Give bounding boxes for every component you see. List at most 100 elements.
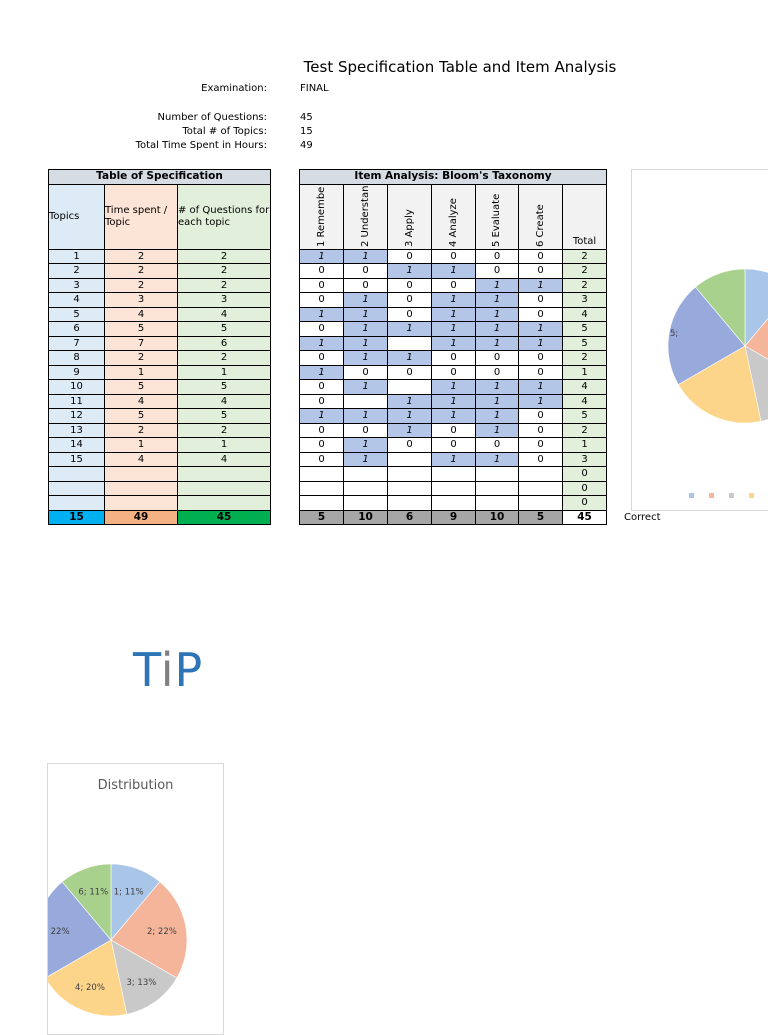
table-cell xyxy=(299,480,344,496)
table-cell: 0 xyxy=(299,437,344,453)
table-cell: 0 xyxy=(518,408,563,424)
table-cell xyxy=(475,495,519,511)
table-cell: 1 xyxy=(343,306,388,322)
table-cell: 1 xyxy=(387,321,432,337)
table-cell: 0 xyxy=(518,451,563,467)
table-cell: 5 xyxy=(562,321,607,337)
correct-label: Correct xyxy=(624,512,661,523)
bloom-level-label: 5 Evaluate xyxy=(491,193,502,247)
table-cell: 7 xyxy=(104,335,178,351)
table-cell xyxy=(176,480,272,496)
table-cell: 0 xyxy=(299,277,344,293)
table-row: 11 4 4 xyxy=(48,393,272,409)
bloom-level-header: 4 Analyze xyxy=(431,183,476,250)
table-cell: 8 xyxy=(48,350,105,366)
pie-slice xyxy=(48,939,128,1017)
table-cell: 1 xyxy=(176,437,272,453)
table-cell xyxy=(343,495,388,511)
table-cell: 1 xyxy=(475,451,519,467)
table-cell: 1 xyxy=(387,263,432,279)
table-cell: 2 xyxy=(562,248,607,264)
table-cell: 1 xyxy=(387,393,432,409)
table-cell xyxy=(343,393,388,409)
table-cell: 0 xyxy=(387,248,432,264)
table-cell: 2 xyxy=(48,263,105,279)
table-cell: 0 xyxy=(475,437,519,453)
table-cell: 4 xyxy=(562,393,607,409)
table-cell: 1 xyxy=(431,451,476,467)
legend-swatch xyxy=(709,493,714,498)
table-cell: 12 xyxy=(48,408,105,424)
table-title: Item Analysis: Bloom's Taxonomy xyxy=(299,169,607,185)
table-cell: 2 xyxy=(176,277,272,293)
table-cell: 0 xyxy=(431,248,476,264)
table-cell: 4 xyxy=(176,393,272,409)
table-cell: 1 xyxy=(343,350,388,366)
table-cell: 0 xyxy=(562,495,607,511)
table-cell: 2 xyxy=(176,350,272,366)
table-cell: 4 xyxy=(104,451,178,467)
table-cell xyxy=(343,466,388,482)
table-cell: 1 xyxy=(48,248,105,264)
table-cell: 9 xyxy=(48,364,105,380)
table-cell xyxy=(104,466,178,482)
table-cell: 0 xyxy=(387,292,432,308)
table-cell: 1 xyxy=(299,335,344,351)
table-cell: 1 xyxy=(475,277,519,293)
table-cell: 5 xyxy=(562,408,607,424)
table-cell: 1 xyxy=(387,350,432,366)
table-row: 0 xyxy=(299,480,607,496)
legend-swatch xyxy=(689,493,694,498)
table-cell xyxy=(104,495,178,511)
table-cell: 0 xyxy=(475,350,519,366)
table-row: 14 1 1 xyxy=(48,437,272,453)
table-cell: 1 xyxy=(343,451,388,467)
table-cell: 1 xyxy=(299,306,344,322)
table-cell xyxy=(518,466,563,482)
table-cell xyxy=(387,466,432,482)
table-cell: 4 xyxy=(562,306,607,322)
table-cell: 5 xyxy=(48,306,105,322)
table-cell: 0 xyxy=(518,437,563,453)
table-cell: 0 xyxy=(299,393,344,409)
table-cell: 1 xyxy=(518,393,563,409)
table-cell: 5 xyxy=(176,379,272,395)
table-cell: 0 xyxy=(343,263,388,279)
column-header: # of Questions for each topic xyxy=(176,183,272,250)
bloom-level-label: 3 Apply xyxy=(403,208,415,247)
table-cell xyxy=(387,379,432,395)
table-cell: 1 xyxy=(475,321,519,337)
pie-slice xyxy=(695,268,746,347)
info-value: 45 xyxy=(300,112,313,123)
table-cell: 1 xyxy=(431,263,476,279)
pie-slice xyxy=(61,863,112,941)
table-cell xyxy=(431,480,476,496)
bloom-level-label: 1 Remembe xyxy=(315,186,327,247)
table-cell xyxy=(475,466,519,482)
table-cell: 0 xyxy=(387,364,432,380)
slice-label: 6; 11% xyxy=(78,887,108,897)
pie-slice xyxy=(110,881,188,979)
column-header: Time spent / Topic xyxy=(104,183,178,250)
table-cell: 0 xyxy=(343,422,388,438)
table-cell: 2 xyxy=(104,248,178,264)
table-row xyxy=(48,466,272,482)
table-cell: 1 xyxy=(518,321,563,337)
pie-slice xyxy=(48,881,112,977)
info-value: 15 xyxy=(300,126,313,137)
table-row: 0 xyxy=(299,495,607,511)
table-cell: 4 xyxy=(562,379,607,395)
table-cell: 6 xyxy=(48,321,105,337)
item-analysis-table: Item Analysis: Bloom's Taxonomy 1 Remembe… xyxy=(299,169,607,525)
table-cell: 2 xyxy=(562,277,607,293)
table-cell: 1 xyxy=(475,379,519,395)
